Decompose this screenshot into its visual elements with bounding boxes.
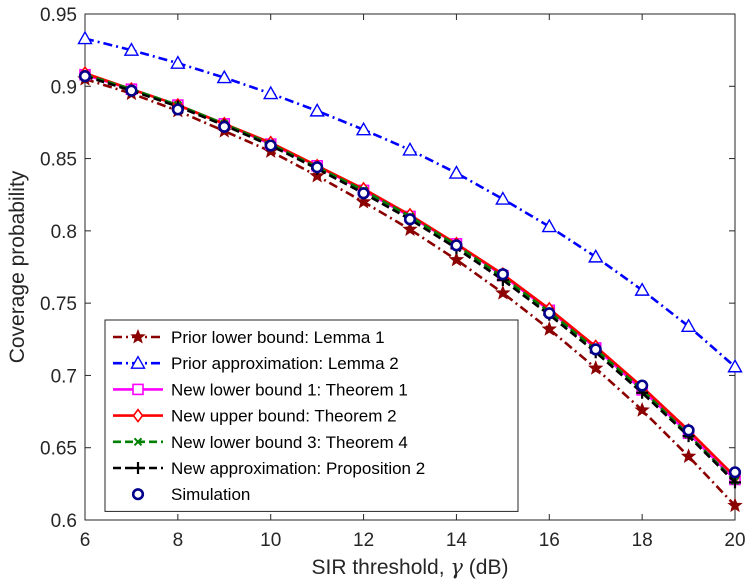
series-2-point — [216, 69, 232, 84]
y-tick-label: 0.6 — [51, 511, 77, 532]
x-axis-label-suffix: (dB) — [463, 556, 509, 579]
series-2 — [77, 30, 743, 373]
x-tick-label: 8 — [173, 530, 184, 551]
x-axis-label-gamma: γ — [450, 555, 463, 579]
legend-item-2: Prior approximation: Lemma 2 — [113, 354, 399, 373]
legend-marker — [130, 328, 146, 344]
series-1-point — [541, 321, 557, 336]
y-tick-label: 0.95 — [40, 5, 77, 26]
x-tick-label: 18 — [632, 530, 653, 551]
series-2-point — [588, 248, 604, 263]
legend-marker — [131, 488, 145, 501]
series-7-point — [125, 84, 138, 97]
y-axis-label: Coverage probability — [6, 170, 29, 363]
legend-marker — [130, 355, 146, 369]
legend-item-6: New approximation: Proposition 2 — [113, 459, 425, 478]
legend-label: New approximation: Proposition 2 — [171, 459, 425, 478]
legend-label: Prior lower bound: Lemma 1 — [171, 328, 385, 347]
series-7-point — [218, 120, 231, 133]
series-2-point — [263, 85, 279, 100]
series-7-point — [357, 187, 370, 200]
legend-label: New lower bound 1: Theorem 1 — [171, 380, 408, 399]
series-7-point — [589, 343, 602, 356]
x-tick-label: 12 — [353, 530, 374, 551]
series-7-point — [682, 424, 695, 437]
legend-item-1: Prior lower bound: Lemma 1 — [113, 328, 385, 347]
legend-marker — [132, 383, 144, 396]
series-2-point — [123, 42, 140, 56]
legend-label: Simulation — [171, 485, 250, 504]
series-1-point — [402, 221, 418, 236]
legend-box — [104, 319, 519, 512]
series-1-point — [680, 448, 697, 463]
series-2-point — [309, 102, 325, 117]
legend-item-5: New lower bound 3: Theorem 4 — [113, 433, 408, 452]
series-7 — [78, 70, 742, 479]
y-tick-label: 0.75 — [40, 294, 77, 315]
series-7-point — [311, 161, 324, 174]
y-axis: 0.6 0.65 0.7 0.75 0.8 0.85 0.9 0.95 — [40, 5, 735, 532]
series-2-point — [402, 141, 418, 156]
x-tick-label: 10 — [260, 530, 281, 551]
y-tick-label: 0.85 — [40, 150, 77, 171]
y-tick-label: 0.9 — [51, 77, 77, 98]
series-7-point — [264, 139, 277, 152]
series-2-point — [541, 218, 557, 233]
x-axis: 6 8 10 12 14 16 18 20 — [80, 14, 746, 551]
legend-item-4: New upper bound: Theorem 2 — [113, 407, 397, 426]
series-2-line — [84, 37, 736, 368]
series-7-point — [496, 268, 509, 281]
legend-label: New lower bound 3: Theorem 4 — [171, 433, 408, 452]
series-7-point — [450, 239, 463, 252]
x-tick-label: 20 — [724, 530, 745, 551]
legend-item-3: New lower bound 1: Theorem 1 — [113, 380, 408, 399]
series-6-line — [84, 74, 736, 484]
y-tick-label: 0.7 — [51, 366, 77, 387]
series-1-point — [309, 167, 325, 183]
series-7-point — [728, 466, 742, 479]
series-2-point — [77, 30, 93, 45]
legend-marker — [133, 437, 143, 447]
series-1-point — [355, 193, 372, 209]
series-2-point — [448, 165, 465, 179]
series-2-point — [170, 55, 186, 69]
legend: Prior lower bound: Lemma 1 Prior approxim… — [104, 319, 519, 512]
series-1-point — [448, 251, 465, 267]
series-7-point — [636, 379, 649, 392]
series-7-point — [78, 70, 92, 83]
y-tick-label: 0.65 — [40, 439, 77, 460]
series-6-point — [729, 476, 741, 489]
series-2-point — [680, 318, 697, 332]
series-2-point — [727, 358, 743, 373]
legend-label: Prior approximation: Lemma 2 — [171, 354, 399, 373]
series-1-point — [634, 402, 650, 417]
x-axis-label: SIR threshold, γ (dB) — [312, 555, 509, 579]
series-1-point — [495, 284, 511, 300]
x-axis-label-prefix: SIR threshold, — [312, 556, 451, 579]
legend-marker — [132, 408, 144, 423]
plot-area — [84, 13, 736, 521]
series-2-point — [634, 282, 650, 296]
series-2-point — [495, 191, 511, 205]
series-7-point — [171, 103, 184, 116]
series-1-line — [84, 77, 736, 507]
series-1-point — [588, 360, 604, 375]
x-tick-label: 6 — [80, 530, 91, 551]
x-tick-label: 14 — [446, 530, 468, 551]
legend-item-7: Simulation — [131, 485, 250, 504]
x-tick-label: 16 — [539, 530, 560, 551]
series-1-point — [727, 497, 743, 513]
series-7-point — [543, 307, 556, 320]
legend-marker — [132, 462, 144, 474]
series-2-point — [355, 121, 372, 136]
legend-label: New upper bound: Theorem 2 — [171, 407, 397, 426]
series-layer — [77, 30, 743, 513]
y-tick-label: 0.8 — [51, 222, 77, 243]
plot-frame — [84, 13, 736, 521]
series-7-point — [403, 213, 417, 226]
